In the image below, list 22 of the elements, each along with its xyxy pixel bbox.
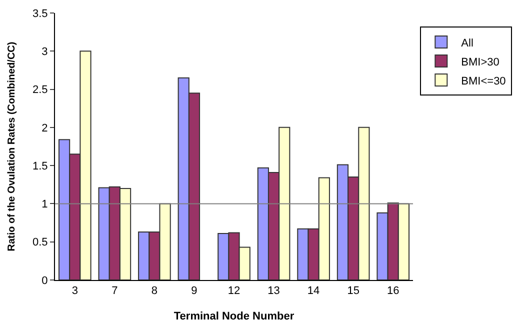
x-tick-label: 13: [268, 285, 280, 298]
x-tick-label: 3: [72, 285, 78, 298]
y-axis-title: Ratio of the Ovulation Rates (Combined/CC): [6, 42, 18, 252]
legend-label: BMI>30: [461, 56, 500, 68]
x-tick-label: 14: [307, 285, 320, 298]
y-tick-label: 1: [42, 198, 48, 211]
x-tick-label: 12: [228, 285, 240, 298]
y-tick-label: 1.5: [32, 160, 48, 172]
x-tick-label: 16: [386, 285, 400, 298]
y-tick-label: 2: [42, 122, 48, 134]
x-tick-label: 7: [112, 285, 118, 298]
y-tick-label: 2.5: [32, 84, 48, 96]
x-tick-label: 15: [347, 285, 360, 298]
legend-label: BMI<=30: [461, 75, 506, 88]
y-tick-label: 0: [42, 274, 48, 287]
legend-label: All: [461, 37, 474, 50]
y-tick-label: 3.5: [32, 8, 48, 20]
x-tick-label: 9: [191, 285, 198, 298]
x-axis-title: Terminal Node Number: [174, 310, 295, 322]
y-tick-label: 0.5: [32, 236, 48, 249]
x-tick-label: 8: [151, 285, 158, 298]
y-tick-label: 3: [42, 46, 48, 58]
